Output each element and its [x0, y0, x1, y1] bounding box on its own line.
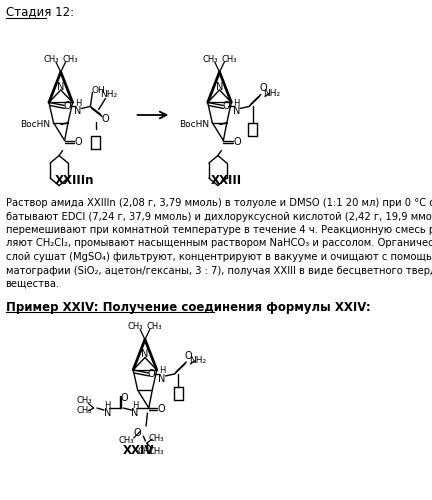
Text: O: O — [259, 84, 267, 94]
Text: O: O — [222, 102, 230, 112]
Text: CH₃: CH₃ — [63, 54, 78, 64]
Text: N: N — [131, 408, 139, 418]
Text: H: H — [159, 366, 165, 376]
Text: O: O — [134, 428, 142, 438]
Text: CH₃: CH₃ — [222, 54, 237, 64]
Text: H: H — [132, 400, 138, 409]
Text: CH₃: CH₃ — [127, 322, 143, 331]
Text: CH₃: CH₃ — [76, 406, 92, 414]
Text: N: N — [57, 82, 64, 92]
Text: XXIII: XXIII — [211, 174, 242, 186]
Text: N: N — [216, 82, 223, 92]
Text: Стадия 12:: Стадия 12: — [6, 6, 73, 18]
Text: CH₃: CH₃ — [202, 54, 218, 64]
Text: XXIV: XXIV — [122, 444, 154, 457]
Text: ляют CH₂Cl₂, промывают насыщенным раствором NaHCO₃ и рассолом. Органический: ляют CH₂Cl₂, промывают насыщенным раство… — [6, 238, 432, 248]
Text: H: H — [75, 99, 81, 108]
Text: N: N — [159, 374, 166, 384]
Text: CH₃: CH₃ — [138, 446, 153, 456]
Text: CH₃: CH₃ — [76, 396, 92, 404]
Text: O: O — [157, 404, 165, 414]
Text: N: N — [74, 106, 82, 117]
Text: перемешивают при комнатной температуре в течение 4 ч. Реакционную смесь разбав-: перемешивают при комнатной температуре в… — [6, 225, 432, 235]
Text: OH: OH — [91, 86, 105, 95]
Text: XXIIIn: XXIIIn — [55, 174, 94, 186]
Text: O: O — [64, 102, 71, 112]
Text: N: N — [104, 408, 111, 418]
Text: CH₃: CH₃ — [149, 446, 164, 456]
Text: матографии (SiO₂, ацетон/гексаны, 3 : 7), получая XXIII в виде бесцветного тверд: матографии (SiO₂, ацетон/гексаны, 3 : 7)… — [6, 266, 432, 276]
Text: H: H — [104, 400, 111, 409]
Text: CH₃: CH₃ — [149, 434, 164, 442]
Text: N: N — [233, 106, 240, 117]
Text: NH₂: NH₂ — [189, 356, 206, 366]
Text: O: O — [121, 393, 128, 403]
Text: CH₃: CH₃ — [119, 436, 134, 444]
Text: слой сушат (MgSO₄) фильтруют, концентрируют в вакууме и очищают с помощью хро-: слой сушат (MgSO₄) фильтруют, концентрир… — [6, 252, 432, 262]
Text: Раствор амида XXIIIn (2,08 г, 3,79 ммоль) в толуоле и DMSO (1:1 20 мл) при 0 °С : Раствор амида XXIIIn (2,08 г, 3,79 ммоль… — [6, 198, 432, 208]
Text: вещества.: вещества. — [6, 279, 60, 289]
Text: батывают EDCI (7,24 г, 37,9 ммоль) и дихлоруксусной кислотой (2,42 г, 19,9 ммоль: батывают EDCI (7,24 г, 37,9 ммоль) и дих… — [6, 212, 432, 222]
Text: BocHN: BocHN — [20, 120, 50, 129]
Text: O: O — [184, 351, 192, 361]
Text: CH₃: CH₃ — [147, 322, 162, 331]
Text: CH₃: CH₃ — [43, 54, 59, 64]
Text: NH₂: NH₂ — [100, 90, 118, 99]
Text: O: O — [233, 136, 241, 146]
Text: NH₂: NH₂ — [264, 89, 280, 98]
Text: O: O — [75, 136, 82, 146]
Text: BocHN: BocHN — [179, 120, 209, 129]
Text: N: N — [141, 349, 149, 359]
Text: O: O — [101, 114, 109, 124]
Text: H: H — [234, 99, 240, 108]
Text: Пример XXIV: Получение соединения формулы XXIV:: Пример XXIV: Получение соединения формул… — [6, 300, 370, 314]
Text: O: O — [148, 369, 156, 379]
